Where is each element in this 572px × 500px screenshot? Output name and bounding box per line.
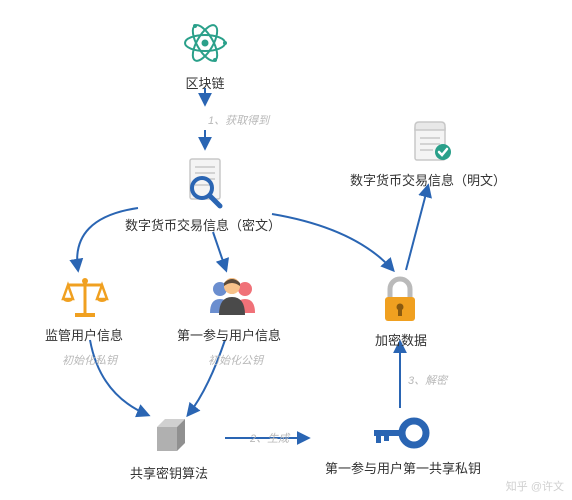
watermark: 知乎 @许文	[506, 478, 564, 494]
node-label: 共享密钥算法	[130, 463, 195, 482]
edge	[406, 186, 428, 270]
node-label: 数字货币交易信息（密文）	[125, 215, 230, 234]
node-label: 数字货币交易信息（明文）	[350, 170, 455, 189]
scales-icon	[60, 275, 110, 320]
edge-label: 1、获取得到	[208, 112, 269, 128]
node-tx-cipher: 数字货币交易信息（密文）	[180, 155, 230, 234]
node-key-algo: 共享密钥算法	[145, 413, 195, 482]
doc-check-icon	[405, 120, 455, 165]
node-label: 第一参与用户信息	[177, 325, 255, 344]
edge	[213, 232, 226, 270]
node-label: 第一参与用户第一共享私钥	[325, 458, 430, 477]
node-shared-key: 第一参与用户第一共享私钥	[370, 413, 430, 477]
node-regulator: 监管用户信息	[60, 275, 110, 344]
lock-icon	[375, 275, 425, 325]
cube-icon	[145, 413, 195, 458]
node-blockchain: 区块链	[180, 18, 230, 92]
atom-icon	[180, 18, 230, 68]
node-encrypted: 加密数据	[375, 275, 425, 349]
node-first-user: 第一参与用户信息	[205, 275, 255, 344]
node-tx-plain: 数字货币交易信息（明文）	[405, 120, 455, 189]
node-label: 区块链	[180, 73, 230, 92]
edge	[272, 214, 393, 270]
node-label: 加密数据	[375, 330, 425, 349]
edges-layer	[0, 0, 572, 500]
edge-label: 3、解密	[408, 372, 447, 388]
doc-search-icon	[180, 155, 230, 210]
edge-label: 2、生成	[250, 430, 289, 446]
edge-label: 初始化私钥	[62, 352, 117, 368]
people-icon	[205, 275, 260, 320]
key-icon	[370, 413, 430, 453]
edge-label: 初始化公钥	[208, 352, 263, 368]
node-label: 监管用户信息	[45, 325, 110, 344]
